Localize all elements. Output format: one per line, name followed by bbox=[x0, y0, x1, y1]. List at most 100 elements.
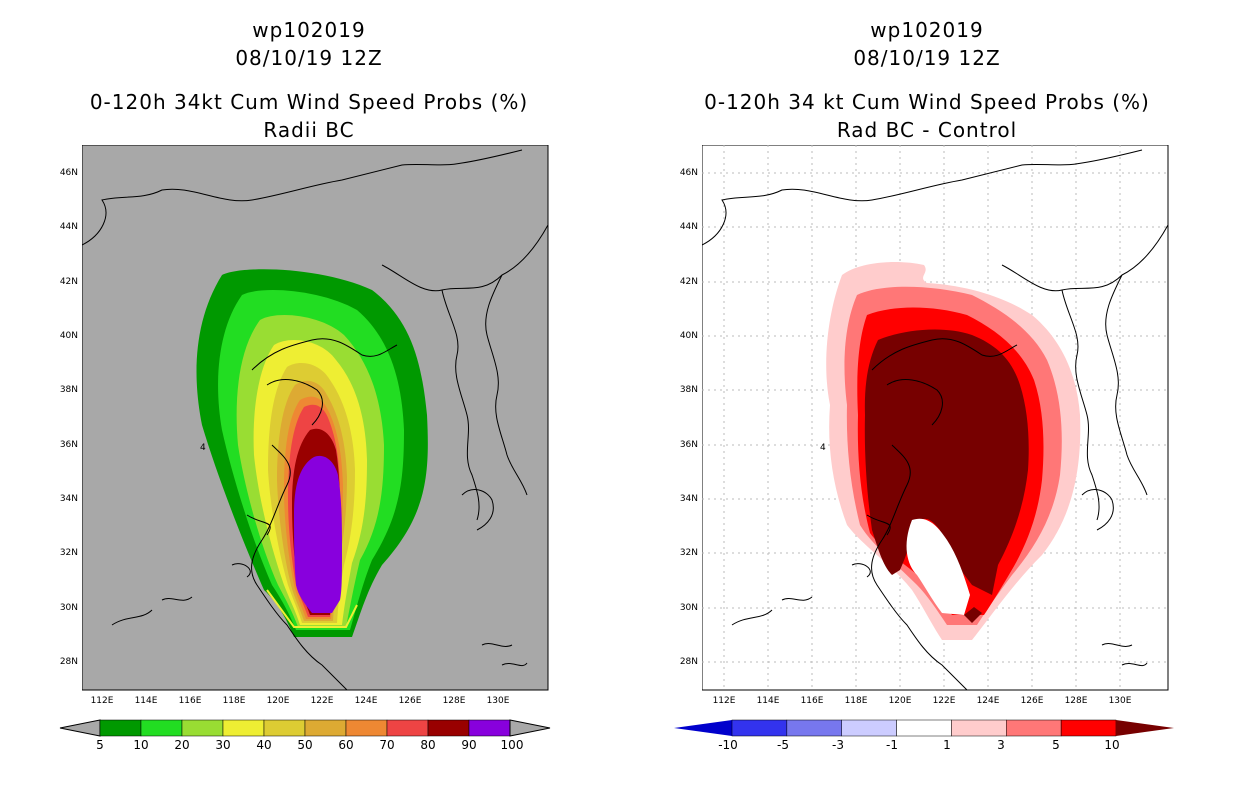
right-product-title: 0-120h 34 kt Cum Wind Speed Probs (%) bbox=[704, 90, 1150, 114]
left-probability-swath bbox=[196, 269, 428, 637]
left-cbar-swatch bbox=[304, 719, 347, 737]
left-colorbar-label: 40 bbox=[256, 738, 272, 752]
left-lon-label: 130E bbox=[486, 696, 510, 706]
left-subtitle: Radii BC bbox=[263, 118, 355, 142]
right-lat-label: 44N bbox=[679, 222, 698, 232]
right-colorbar-label: -10 bbox=[718, 738, 738, 752]
left-lat-label: 38N bbox=[59, 385, 78, 395]
left-cbar-swatch bbox=[468, 719, 511, 737]
right-lat-label: 30N bbox=[679, 603, 698, 613]
left-colorbar-label: 70 bbox=[379, 738, 395, 752]
right-lat-label: 46N bbox=[679, 168, 698, 178]
left-colorbar bbox=[59, 719, 551, 737]
right-colorbar-label: 1 bbox=[943, 738, 951, 752]
left-colorbar-label: 100 bbox=[500, 738, 524, 752]
left-lon-label: 114E bbox=[134, 696, 158, 706]
right-cbar-swatch bbox=[786, 719, 842, 737]
right-subtitle: Rad BC - Control bbox=[836, 118, 1018, 142]
left-coastlines bbox=[82, 149, 549, 691]
left-map-panel: wp102019 08/10/19 12Z 0-120h 34kt Cum Wi… bbox=[59, 18, 551, 752]
left-lat-label: 32N bbox=[59, 548, 78, 558]
right-coastlines bbox=[702, 149, 1169, 691]
left-colorbar-label: 80 bbox=[420, 738, 436, 752]
right-lat-label: 42N bbox=[679, 277, 698, 287]
right-datetime: 08/10/19 12Z bbox=[853, 46, 1001, 70]
left-cbar-arrow-right bbox=[509, 719, 551, 737]
left-lat-label: 46N bbox=[59, 168, 78, 178]
left-colorbar-label: 30 bbox=[215, 738, 231, 752]
left-lat-label: 40N bbox=[59, 331, 78, 341]
left-product-title: 0-120h 34kt Cum Wind Speed Probs (%) bbox=[89, 90, 529, 114]
swath-90 bbox=[294, 455, 342, 613]
right-lon-label: 122E bbox=[932, 696, 956, 706]
right-lon-label: 128E bbox=[1064, 696, 1088, 706]
right-lon-label: 118E bbox=[844, 696, 868, 706]
left-cbar-swatch bbox=[345, 719, 388, 737]
right-colorbar-label: -3 bbox=[832, 738, 844, 752]
left-lat-label: 42N bbox=[59, 277, 78, 287]
left-lon-label: 120E bbox=[266, 696, 290, 706]
left-lon-label: 118E bbox=[222, 696, 246, 706]
left-lon-label: 112E bbox=[90, 696, 114, 706]
left-lat-label: 30N bbox=[59, 603, 78, 613]
right-lon-label: 120E bbox=[888, 696, 912, 706]
left-lon-label: 124E bbox=[354, 696, 378, 706]
right-cbar-swatch bbox=[1006, 719, 1062, 737]
left-lat-label: 44N bbox=[59, 222, 78, 232]
right-cbar-swatch bbox=[1060, 719, 1117, 737]
left-colorbar-label: 90 bbox=[461, 738, 477, 752]
right-lat-label: 36N bbox=[679, 440, 698, 450]
left-cbar-swatch bbox=[181, 719, 224, 737]
right-storm-id: wp102019 bbox=[870, 18, 984, 42]
right-colorbar-label: -5 bbox=[777, 738, 789, 752]
right-cbar-swatch bbox=[841, 719, 897, 737]
right-colorbar-label: 5 bbox=[1052, 738, 1060, 752]
left-cbar-swatch bbox=[99, 719, 142, 737]
left-stray-mark: 4 bbox=[200, 443, 206, 453]
diff-small-mark bbox=[964, 607, 982, 623]
right-cbar-swatch bbox=[896, 719, 952, 737]
right-lon-label: 124E bbox=[976, 696, 1000, 706]
left-lon-label: 128E bbox=[442, 696, 466, 706]
left-colorbar-label: 5 bbox=[96, 738, 104, 752]
right-stray-mark: 4 bbox=[820, 443, 826, 453]
right-lon-label: 126E bbox=[1020, 696, 1044, 706]
right-map-panel: wp102019 08/10/19 12Z 0-120h 34 kt Cum W… bbox=[618, 0, 1236, 800]
left-cbar-swatch bbox=[263, 719, 306, 737]
left-cbar-arrow-left bbox=[59, 719, 101, 737]
left-datetime: 08/10/19 12Z bbox=[235, 46, 383, 70]
right-lat-label: 32N bbox=[679, 548, 698, 558]
diff-10 bbox=[864, 329, 1029, 595]
right-cbar-swatch bbox=[951, 719, 1007, 737]
left-cbar-swatch bbox=[427, 719, 470, 737]
left-lat-label: 36N bbox=[59, 440, 78, 450]
right-lat-label: 34N bbox=[679, 494, 698, 504]
right-lon-label: 116E bbox=[800, 696, 824, 706]
left-map: 4 bbox=[82, 145, 549, 691]
right-grid bbox=[702, 145, 1168, 690]
left-cbar-swatch bbox=[222, 719, 265, 737]
right-lat-label: 40N bbox=[679, 331, 698, 341]
left-cbar-swatch bbox=[386, 719, 429, 737]
right-map: 4 bbox=[702, 145, 1169, 691]
right-lat-label: 38N bbox=[679, 385, 698, 395]
left-colorbar-label: 50 bbox=[297, 738, 313, 752]
left-lon-label: 116E bbox=[178, 696, 202, 706]
right-colorbar bbox=[674, 719, 1174, 737]
left-lat-label: 28N bbox=[59, 657, 78, 667]
left-lat-label: 34N bbox=[59, 494, 78, 504]
right-cbar-arrow-left bbox=[674, 720, 732, 736]
left-colorbar-label: 10 bbox=[133, 738, 149, 752]
right-colorbar-label: 3 bbox=[997, 738, 1005, 752]
right-colorbar-label: 10 bbox=[1104, 738, 1120, 752]
left-lon-label: 122E bbox=[310, 696, 334, 706]
right-difference-field bbox=[826, 262, 1081, 640]
right-lat-label: 28N bbox=[679, 657, 698, 667]
left-lon-label: 126E bbox=[398, 696, 422, 706]
left-storm-id: wp102019 bbox=[252, 18, 366, 42]
right-lon-label: 130E bbox=[1108, 696, 1132, 706]
right-cbar-swatch bbox=[731, 719, 788, 737]
left-cbar-swatch bbox=[140, 719, 183, 737]
right-lon-label: 114E bbox=[756, 696, 780, 706]
right-lon-label: 112E bbox=[712, 696, 736, 706]
